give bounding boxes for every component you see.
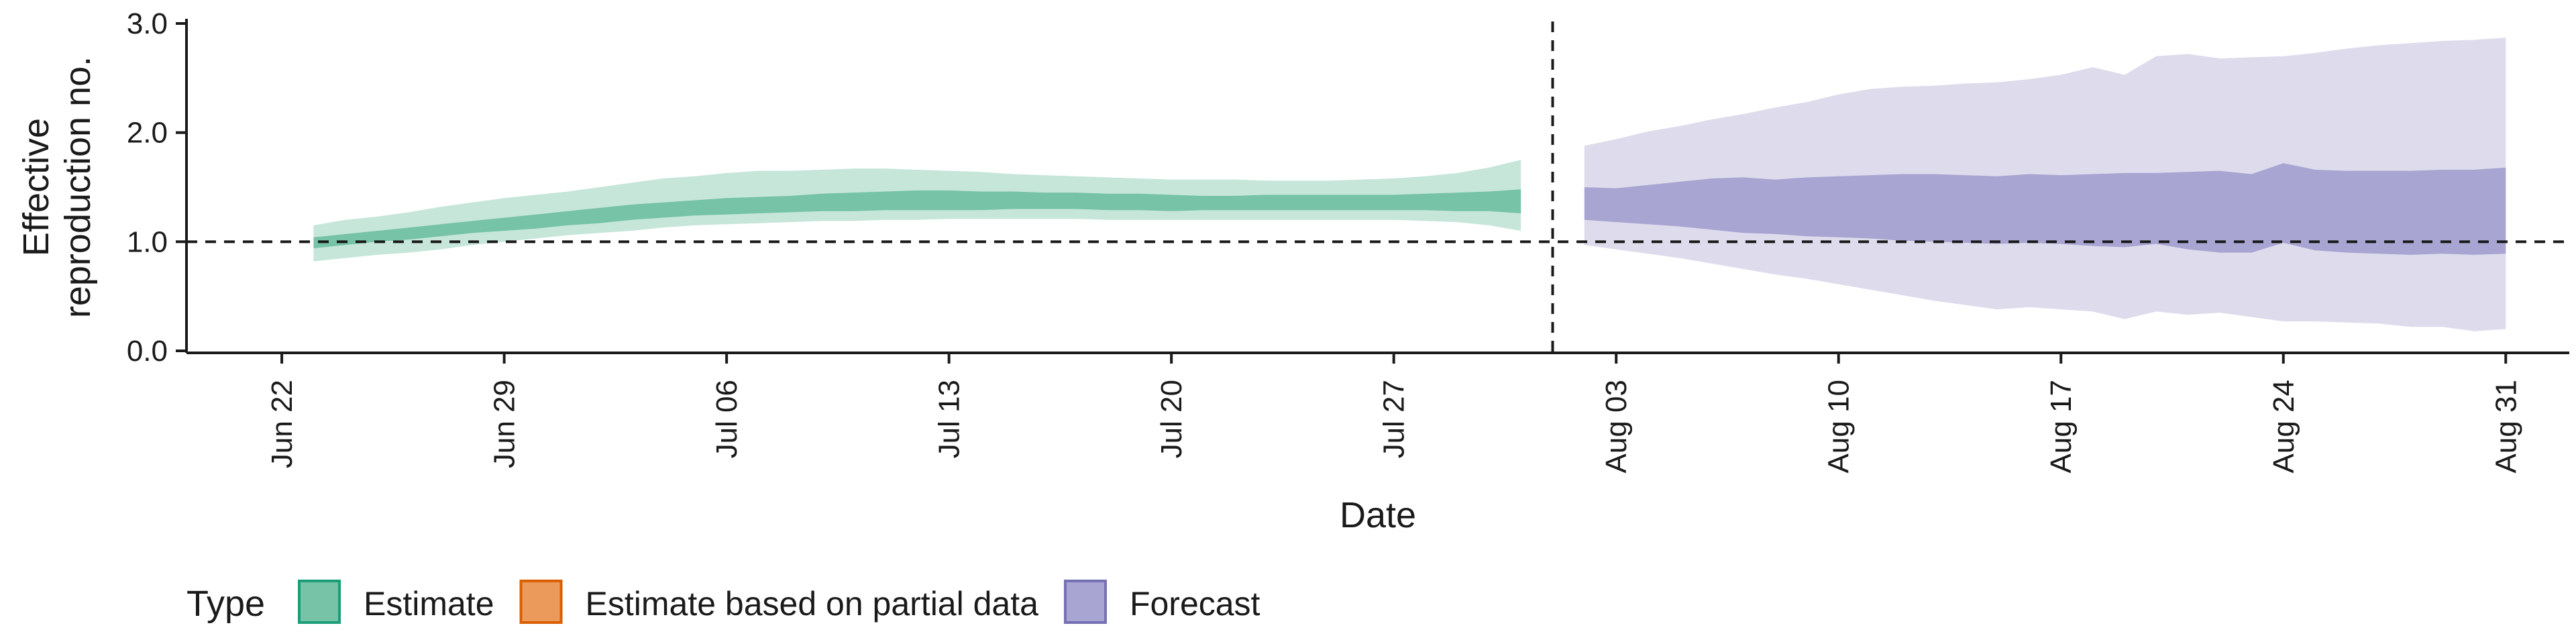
plot-bands <box>313 38 2506 331</box>
forecast-inner-band <box>1584 163 2506 255</box>
x-tick-label: Jun 22 <box>266 380 299 468</box>
x-tick-label: Aug 17 <box>2045 380 2078 473</box>
legend-key-forecast <box>1063 580 1107 624</box>
y-tick-label: 1.0 <box>127 225 168 258</box>
y-axis-title-line-1: Effective <box>16 118 56 256</box>
legend-label-estimate: Estimate <box>364 585 494 623</box>
legend-label-forecast: Forecast <box>1130 585 1260 623</box>
estimate-outer-band <box>313 160 1521 262</box>
y-ticks: 0.0 1.0 2.0 3.0 <box>127 7 186 368</box>
legend-key-estimate <box>298 580 341 624</box>
legend: Type Estimate Estimate based on partial d… <box>186 580 1260 624</box>
legend-label-estimate-based-on-partial-data: Estimate based on partial data <box>586 585 1039 623</box>
legend-title: Type <box>186 584 265 624</box>
x-tick-label: Jul 06 <box>710 380 743 458</box>
y-tick-label: 3.0 <box>127 7 168 40</box>
y-tick-label: 2.0 <box>127 117 168 150</box>
x-tick-label: Aug 24 <box>2267 380 2300 473</box>
x-axis-title: Date <box>1340 495 1416 535</box>
axes: 0.0 1.0 2.0 3.0 Jun 22 Jun 29 Jul 06 Jul 13 Jul… <box>127 7 2569 473</box>
reference-lines <box>186 21 2569 353</box>
x-tick-label: Jun 29 <box>488 380 521 468</box>
x-tick-label: Jul 13 <box>933 380 966 458</box>
x-tick-label: Aug 03 <box>1600 380 1633 473</box>
estimate-inner-band <box>313 189 1521 249</box>
x-tick-label: Jul 20 <box>1155 380 1188 458</box>
legend-key-estimate-based-on-partial-data <box>519 580 563 624</box>
x-tick-label: Jul 27 <box>1378 380 1411 458</box>
x-tick-label: Aug 31 <box>2489 380 2522 473</box>
y-tick-label: 0.0 <box>127 335 168 368</box>
x-ticks: Jun 22 Jun 29 Jul 06 Jul 13 Jul 20 Jul 27 Aug … <box>266 353 2522 473</box>
x-tick-label: Aug 10 <box>1823 380 1856 473</box>
y-axis-title-line-2: reproduction no. <box>58 56 98 318</box>
